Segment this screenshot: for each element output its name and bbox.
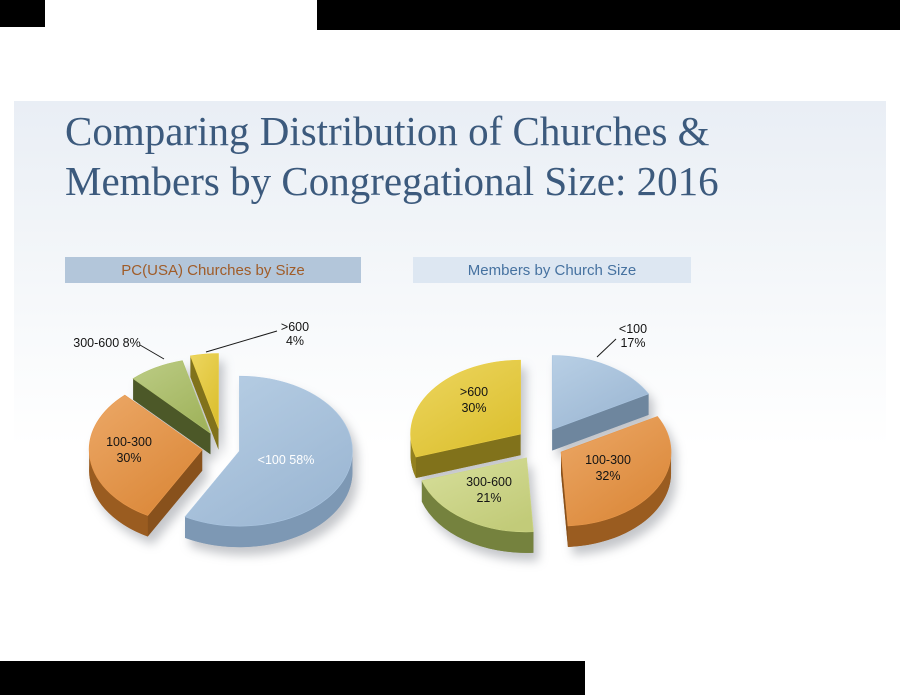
pie-slice-wall-100-300 — [147, 449, 203, 537]
pie-slice-<100 — [551, 355, 650, 430]
pie-slice-wall-300-600 — [133, 378, 211, 455]
pie-slice-rim-<100 — [185, 451, 353, 548]
pie-slice-wall-<100 — [552, 393, 649, 451]
pie-slice-100-300 — [560, 416, 672, 527]
label-leader-line — [205, 330, 278, 353]
pie-slice-rim-300-600 — [421, 480, 534, 553]
pie-label->600: >600 4% — [281, 320, 309, 348]
label-leader-line — [139, 344, 165, 360]
pie-labels: <100 58% 100-300 30% 300-600 8% >600 4% — [73, 320, 314, 467]
pie-slice-wall-100-300 — [561, 452, 568, 547]
pie-slices — [88, 353, 353, 548]
pie-slice->600 — [410, 359, 521, 458]
pie-label-100-300: 100-300 30% — [106, 435, 152, 465]
pie-chart-members-by-size: <100 17% 100-300 32% 300-600 21% >600 30% — [410, 322, 672, 553]
pie-slice-wall->600 — [415, 434, 521, 478]
letterbox-bottom — [0, 661, 585, 695]
pie-slice-100-300 — [88, 394, 203, 516]
pie-slice-<100 — [184, 375, 353, 527]
pie-slice-300-600 — [132, 360, 212, 435]
letterbox-top-right — [317, 0, 900, 30]
chart-header-churches-by-size: PC(USA) Churches by Size — [65, 257, 361, 283]
pie-label-300-600: 300-600 8% — [73, 336, 140, 350]
pie-label-300-600: 300-600 21% — [466, 475, 512, 505]
pie-label-<100: <100 17% — [619, 322, 647, 350]
pie-slices — [410, 355, 672, 553]
chart-header-members-by-size: Members by Church Size — [413, 257, 691, 283]
pie-slice->600 — [189, 353, 219, 429]
pie-slice-300-600 — [421, 457, 534, 533]
pie-labels: <100 17% 100-300 32% 300-600 21% >600 30% — [460, 322, 647, 505]
page-title-line2: Members by Congregational Size: 2016 — [65, 158, 719, 204]
page-title: Comparing Distribution of Churches & Mem… — [65, 106, 865, 206]
page-title-line1: Comparing Distribution of Churches & — [65, 108, 710, 154]
letterbox-top-left — [0, 0, 45, 27]
label-leader-line — [596, 338, 617, 358]
pie-label->600: >600 30% — [460, 385, 488, 415]
pie-slice-rim-100-300 — [567, 452, 672, 547]
pie-chart-churches-by-size: <100 58% 100-300 30% 300-600 8% >600 4% — [73, 320, 353, 548]
pie-slice-rim-100-300 — [89, 449, 148, 537]
pie-label-<100: <100 58% — [258, 453, 315, 467]
pie-slice-rim->600 — [410, 434, 416, 478]
pie-label-100-300: 100-300 32% — [585, 453, 631, 483]
pie-slice-wall->600 — [190, 355, 219, 450]
